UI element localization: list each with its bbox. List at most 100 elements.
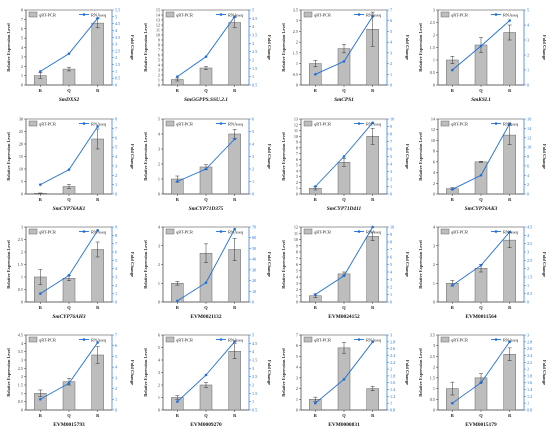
left-tick-label: 5	[158, 345, 160, 350]
right-tick-label: 7	[390, 139, 392, 144]
legend-bar-swatch	[303, 120, 313, 127]
left-tick-label: 3	[296, 281, 298, 286]
bar	[171, 283, 184, 303]
x-tick-label: R	[451, 305, 455, 310]
left-tick-label: 1	[433, 58, 435, 63]
left-tick-label: 0	[158, 192, 160, 197]
legend-line-marker	[494, 338, 498, 341]
rnaseq-point	[371, 15, 374, 18]
x-tick-label: R	[314, 197, 318, 202]
left-tick-label: 2	[433, 365, 435, 370]
right-tick-label: 1	[115, 397, 117, 402]
right-tick-label: 7	[115, 241, 117, 246]
legend-line-marker	[219, 122, 223, 125]
right-tick-label: 3	[115, 275, 117, 280]
x-tick-label: R	[314, 88, 318, 93]
legend-bar-swatch	[28, 336, 38, 343]
right-tick-label: 5	[252, 129, 254, 134]
right-tick-label: 4	[390, 162, 393, 167]
legend: qRT-PCR RNAseq	[28, 228, 107, 235]
y-axis-label-right: Fold Change	[405, 252, 410, 277]
legend: qRT-PCR RNAseq	[440, 228, 519, 235]
panel-title: SmDXS2	[59, 97, 80, 103]
rnaseq-point	[342, 274, 346, 278]
y-axis-label-left: Relative Expression Level	[143, 131, 148, 180]
left-tick-label: 0	[296, 192, 298, 197]
legend-line-label: RNAseq	[503, 230, 519, 235]
right-tick-label: 1	[115, 291, 117, 296]
left-tick-label: 4	[21, 45, 24, 50]
x-tick-label: Q	[67, 88, 71, 93]
left-tick-label: 1.5	[430, 45, 435, 50]
x-tick-label: R	[508, 305, 512, 310]
left-tick-label: 4	[158, 225, 161, 230]
rnaseq-point	[233, 137, 236, 141]
right-tick-label: 3	[252, 366, 254, 371]
right-tick-label: 3	[527, 38, 529, 43]
rnaseq-point	[342, 155, 346, 158]
left-tick-label: 10	[19, 167, 23, 172]
right-tick-label: 5	[390, 262, 392, 267]
right-tick-label: 7	[390, 8, 392, 13]
right-tick-label: 1	[527, 283, 529, 288]
legend: qRT-PCR RNAseq	[440, 336, 519, 343]
right-tick-label: 0.8	[390, 408, 395, 413]
left-tick-label: 0	[21, 408, 23, 413]
left-tick-label: 0	[433, 83, 435, 88]
legend-bar-label: qRT-PCR	[176, 13, 193, 18]
y-axis-label-left: Relative Expression Level	[6, 239, 11, 288]
legend-bar-label: qRT-PCR	[314, 13, 331, 18]
right-tick-label: 10	[527, 145, 531, 150]
x-tick-label: R	[176, 305, 180, 310]
left-tick-label: 0	[21, 83, 23, 88]
legend-bar-label: qRT-PCR	[314, 122, 331, 127]
right-tick-label: 1.4	[390, 387, 396, 392]
left-tick-label: 0	[296, 408, 298, 413]
right-tick-label: 7	[390, 247, 392, 252]
right-tick-label: 2.5	[252, 49, 257, 54]
left-tick-label: 7	[21, 17, 23, 22]
rnaseq-point	[314, 185, 317, 188]
left-tick-label: 2	[158, 162, 160, 167]
left-tick-label: 4	[21, 341, 24, 346]
legend-bar-swatch	[165, 120, 175, 127]
x-tick-label: R	[96, 88, 100, 93]
right-tick-label: 4.5	[527, 225, 532, 230]
left-tick-label: 0	[433, 300, 435, 305]
rnaseq-point	[96, 229, 99, 232]
rnaseq-point	[342, 378, 346, 381]
legend-line-marker	[219, 338, 223, 341]
left-tick-label: 2.5	[18, 237, 23, 242]
right-tick-label: 1	[252, 399, 254, 404]
right-tick-label: 12	[527, 135, 531, 140]
x-tick-label: R	[233, 305, 237, 310]
right-tick-label: 2	[390, 61, 392, 66]
rnaseq-point	[233, 15, 236, 18]
left-tick-label: 2	[158, 73, 160, 78]
left-tick-label: 3	[158, 370, 160, 375]
right-tick-label: 2	[527, 182, 529, 187]
left-tick-label: 5	[158, 117, 160, 122]
rnaseq-point	[67, 381, 71, 385]
right-tick-label: 0	[115, 192, 117, 197]
left-tick-label: 3	[296, 174, 298, 179]
chart-panel: 00.511.522.533.50.811.21.41.61.822.22.42…	[418, 333, 547, 429]
legend-line-label: RNAseq	[366, 13, 382, 18]
left-tick-label: 6	[158, 53, 160, 58]
left-tick-label: 1	[158, 395, 160, 400]
bar	[503, 354, 516, 411]
right-tick-label: 1.8	[527, 373, 532, 378]
left-tick-label: 3	[158, 147, 160, 152]
right-tick-label: 2.6	[527, 346, 532, 351]
right-tick-label: 6	[390, 255, 392, 260]
left-tick-label: 7	[158, 48, 160, 53]
x-tick-label: R	[233, 197, 237, 202]
right-tick-label: 1.5	[527, 275, 532, 280]
left-tick-label: 1	[296, 61, 298, 66]
legend-line-marker	[82, 338, 86, 341]
x-tick-label: R	[96, 305, 100, 310]
legend-line-marker	[219, 230, 223, 233]
left-tick-label: 8	[158, 43, 160, 48]
right-tick-label: 5	[115, 145, 117, 150]
